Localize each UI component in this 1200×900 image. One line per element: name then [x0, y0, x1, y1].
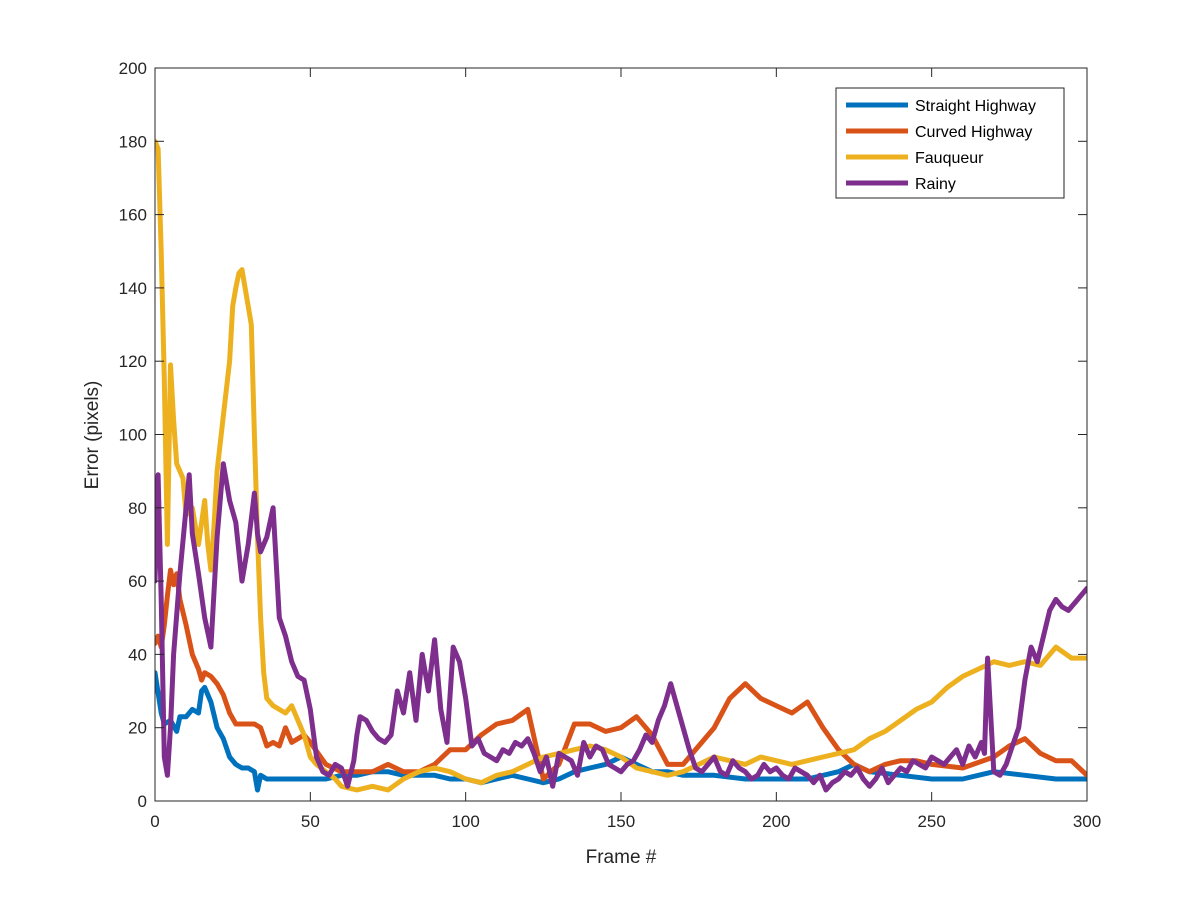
- x-tick-label: 200: [762, 812, 790, 831]
- y-tick-label: 140: [119, 279, 147, 298]
- y-tick-label: 200: [119, 59, 147, 78]
- y-tick-label: 20: [128, 719, 147, 738]
- y-tick-label: 160: [119, 206, 147, 225]
- x-tick-label: 0: [150, 812, 159, 831]
- series-line-straight-highway: [155, 670, 1087, 793]
- legend-label: Rainy: [915, 176, 956, 193]
- series-line-rainy: [155, 461, 1087, 793]
- series-layer: [155, 138, 1087, 793]
- y-tick-label: 100: [119, 426, 147, 445]
- y-tick-label: 60: [128, 572, 147, 591]
- legend-label: Straight Highway: [915, 98, 1036, 115]
- y-tick-label: 180: [119, 132, 147, 151]
- legend-label: Curved Highway: [915, 124, 1032, 141]
- y-axis-label: Error (pixels): [82, 381, 103, 490]
- legend-label: Fauqueur: [915, 150, 984, 167]
- x-tick-label: 50: [301, 812, 320, 831]
- y-tick-label: 120: [119, 352, 147, 371]
- legend: Straight Highway Curved Highway Fauqueur Ra…: [835, 87, 1065, 199]
- series-line-fauqueur: [155, 138, 1087, 793]
- axes-layer: 0 50 100 150 200 250 300 0 20 40 60 80 100 120 140 160 1…: [119, 59, 1102, 831]
- x-tick-label: 150: [607, 812, 635, 831]
- y-tick-label: 40: [128, 645, 147, 664]
- x-tick-label: 300: [1073, 812, 1101, 831]
- x-tick-label: 250: [917, 812, 945, 831]
- x-tick-label: 100: [451, 812, 479, 831]
- series-line-curved-highway: [155, 567, 1087, 782]
- x-axis-label: Frame #: [586, 847, 657, 868]
- y-tick-label: 0: [138, 792, 147, 811]
- y-tick-label: 80: [128, 499, 147, 518]
